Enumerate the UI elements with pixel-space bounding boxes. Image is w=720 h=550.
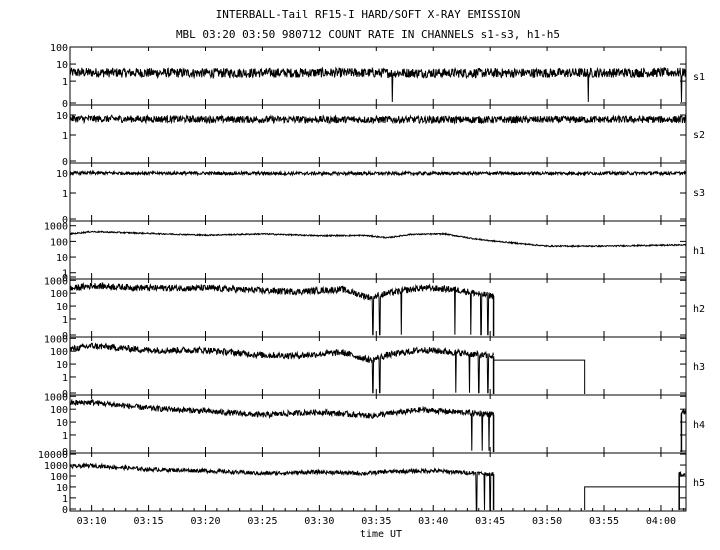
y-tick-label-h1: 0 [62, 273, 68, 284]
x-tick-label: 03:55 [589, 516, 619, 527]
panel-frame-s3 [69, 162, 687, 222]
panel-h1: 1000 100 10 10 h1 [44, 220, 705, 284]
channel-label-h1: h1 [693, 246, 705, 257]
channel-label-s3: s3 [693, 188, 705, 199]
y-tick-label-s1: 0 [62, 99, 68, 110]
x-tick-label: 03:20 [190, 516, 220, 527]
y-tick-label-h4: 1000 [44, 392, 68, 403]
y-tick-label-h3: 10 [56, 360, 68, 371]
y-tick-label-h3: 0 [62, 389, 68, 400]
y-tick-label-h5: 10000 [38, 450, 68, 461]
y-tick-label-h4: 0 [62, 447, 68, 458]
y-tick-label-s3: 10 [56, 169, 68, 180]
y-tick-label-s1: 1 [62, 77, 68, 88]
x-tick-label: 03:45 [475, 516, 505, 527]
series-line-h2 [69, 281, 495, 336]
channel-label-h4: h4 [693, 420, 705, 431]
panel-frame-s1 [69, 46, 687, 106]
y-tick-label-h2: 0 [62, 331, 68, 342]
x-tick-label: 03:25 [247, 516, 277, 527]
y-tick-label-h4: 10 [56, 418, 68, 429]
y-tick-label-h5: 10 [56, 483, 68, 494]
y-tick-label-h5: 100 [50, 472, 68, 483]
y-tick-label-h2: 1 [62, 315, 68, 326]
y-tick-label-s2: 0 [62, 157, 68, 168]
panel-frame-h1 [69, 220, 687, 280]
channel-label-h5: h5 [693, 478, 705, 489]
series-tail-h5 [678, 471, 686, 511]
series-line-s2 [69, 113, 687, 125]
y-tick-label-h2: 10 [56, 302, 68, 313]
series-line-h3 [69, 342, 495, 394]
channel-label-s1: s1 [693, 72, 705, 83]
series-line-h5 [69, 462, 494, 511]
series-line-s3 [69, 169, 687, 177]
series-line-s1 [69, 66, 687, 103]
chart-title: INTERBALL-Tail RF15-I HARD/SOFT X-RAY EM… [216, 8, 521, 21]
y-tick-label-h5: 0 [62, 505, 68, 516]
y-tick-label-s3: 0 [62, 215, 68, 226]
y-tick-label-h5: 1 [62, 494, 68, 505]
series-line-h1 [70, 230, 687, 248]
y-tick-label-s2: 1 [62, 131, 68, 142]
x-tick-label: 03:10 [77, 516, 107, 527]
chart-subtitle: MBL 03:20 03:50 980712 COUNT RATE IN CHA… [176, 28, 560, 41]
series-line-h4 [70, 398, 495, 451]
series-step-h3 [493, 359, 586, 394]
panel-frame-h3 [69, 336, 687, 396]
y-tick-label-s1: 10 [56, 60, 68, 71]
series-tail-h4 [680, 408, 687, 453]
y-tick-label-h1: 100 [50, 237, 68, 248]
y-tick-label-h1: 10 [56, 253, 68, 264]
panel-stack: 1001010s11010s21010s310001001010h1100010… [38, 43, 705, 516]
y-tick-label-s3: 1 [62, 189, 68, 200]
x-tick-label: 03:40 [418, 516, 448, 527]
y-tick-label-h1: 1000 [44, 222, 68, 233]
y-tick-label-h5: 1000 [44, 461, 68, 472]
x-tick-label: 03:30 [304, 516, 334, 527]
y-tick-label-h3: 1000 [44, 334, 68, 345]
channel-label-h3: h3 [693, 362, 705, 373]
y-tick-label-h3: 1 [62, 373, 68, 384]
y-tick-label-h4: 100 [50, 405, 68, 416]
y-tick-label-h3: 100 [50, 347, 68, 358]
y-tick-label-s2: 10 [56, 111, 68, 122]
panel-frame-h5 [69, 452, 687, 512]
time-axis: 03:10 03:15 03:20 03:25 03:30 03:35 03:40 03:45… [77, 47, 685, 527]
x-tick-label: 03:35 [361, 516, 391, 527]
channel-label-h2: h2 [693, 304, 705, 315]
x-tick-label: 04:00 [646, 516, 676, 527]
x-tick-label: 03:50 [532, 516, 562, 527]
panel-frame-s2 [69, 104, 687, 164]
y-tick-label-h2: 1000 [44, 276, 68, 287]
x-axis-title: time UT [360, 529, 402, 540]
y-tick-label-h1: 1 [62, 269, 68, 280]
y-tick-label-s1: 100 [50, 43, 68, 54]
series-step-h5 [584, 486, 680, 510]
panel-frame-h4 [69, 394, 687, 454]
x-tick-label: 03:15 [134, 516, 164, 527]
y-tick-label-h2: 100 [50, 289, 68, 300]
channel-label-s2: s2 [693, 130, 705, 141]
y-tick-label-h4: 1 [62, 431, 68, 442]
